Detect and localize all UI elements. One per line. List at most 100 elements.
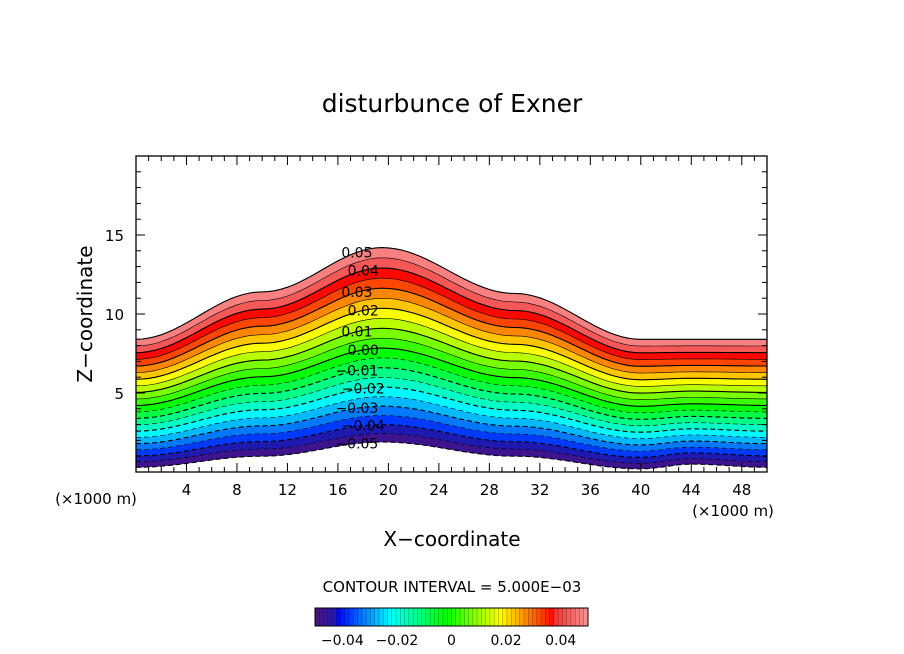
x-tick-label: 20 — [379, 481, 398, 499]
colorbar-cell — [323, 608, 329, 626]
contour-label: 0.00 — [348, 343, 379, 359]
contour-line — [136, 367, 767, 420]
colorbar-cell — [515, 608, 521, 626]
x-tick-label: 36 — [581, 481, 600, 499]
contour-line — [136, 415, 767, 452]
colorbar-cell — [374, 608, 380, 626]
colorbar-cell — [387, 608, 393, 626]
colorbar-cell — [455, 608, 461, 626]
colorbar-cell — [442, 608, 448, 626]
colorbar-cell — [536, 608, 542, 626]
colorbar-frame — [314, 607, 589, 627]
colorbar-cell — [434, 608, 440, 626]
axis-ticks — [136, 156, 767, 472]
colorbar-cell — [460, 608, 465, 626]
colorbar-cell — [353, 608, 358, 626]
contour-label: 0.01 — [341, 325, 372, 341]
colorbar-tick-label: 0.02 — [491, 633, 522, 649]
colorbar-cell — [579, 608, 585, 626]
contour-line — [136, 297, 767, 374]
colorbar-tick-label: 0 — [447, 633, 456, 649]
colorbar-cell — [506, 608, 512, 626]
colorbar-tick-label: −0.04 — [321, 633, 364, 649]
colorbar-tick-labels: −0.04 −0.02 0 0.02 0.04 — [321, 633, 577, 649]
colorbar-cell — [319, 608, 324, 626]
colorbar-cell — [511, 608, 516, 626]
colorbar-cell — [502, 608, 508, 626]
colorbar-cell — [524, 608, 529, 626]
contour-line — [136, 267, 767, 354]
contour-lines — [136, 247, 767, 470]
colorbar-cell — [528, 608, 533, 626]
colorbar-cell — [566, 608, 572, 626]
colorbar-cell — [532, 608, 538, 626]
colorbar-cell — [498, 608, 503, 626]
colorbar-cell — [404, 608, 410, 626]
contour-label: −0.04 — [342, 419, 385, 435]
colorbar-cell — [408, 608, 414, 626]
colorbar-cell — [541, 608, 546, 626]
colorbar-cell — [494, 608, 499, 626]
colorbar-cell — [332, 608, 337, 626]
contour-line — [136, 277, 767, 360]
colorbar-cell — [451, 608, 457, 626]
colorbar-tick-label: −0.02 — [375, 633, 418, 649]
y-tick-label: 15 — [105, 227, 124, 245]
x-tick-label: 4 — [182, 481, 192, 499]
x-tick-label: 48 — [732, 481, 751, 499]
colorbar-cell — [438, 608, 444, 626]
colorbar-cell — [447, 608, 452, 626]
colorbar-cell — [545, 608, 550, 626]
colorbar-cell — [481, 608, 486, 626]
x-tick-label: 44 — [682, 481, 701, 499]
x-tick-label: 8 — [232, 481, 242, 499]
colorbar-cell — [378, 608, 384, 626]
contour-line — [136, 424, 767, 458]
x-tick-label: 24 — [429, 481, 448, 499]
contour-labels: 0.05 0.04 0.03 0.02 0.01 0.00 −0.01 −0.02 −0.03 −… — [335, 245, 384, 452]
colorbar-cell — [477, 608, 482, 626]
contour-line — [136, 347, 767, 407]
colorbar — [314, 608, 589, 626]
colorbar-cell — [421, 608, 427, 626]
contour-label: −0.05 — [335, 437, 378, 453]
colorbar-cell — [489, 608, 495, 626]
x-tick-label: 12 — [278, 481, 297, 499]
colorbar-cell — [558, 608, 563, 626]
y-unit-label: (×1000 m) — [55, 490, 137, 508]
contour-line — [136, 386, 767, 433]
contour-label: −0.03 — [335, 401, 378, 417]
contour-line — [136, 257, 767, 347]
colorbar-cell — [383, 608, 388, 626]
colorbar-cell — [344, 608, 350, 626]
contour-line — [136, 396, 767, 439]
contour-line — [136, 247, 767, 340]
colorbar-cell — [562, 608, 567, 626]
colorbar-cell — [349, 608, 354, 626]
colorbar-cell — [472, 608, 478, 626]
colorbar-cell — [575, 608, 580, 626]
contour-label: −0.01 — [335, 363, 378, 379]
colorbar-cell — [485, 608, 491, 626]
colorbar-cell — [570, 608, 576, 626]
colorbar-cell — [553, 608, 559, 626]
colorbar-cell — [336, 608, 341, 626]
contour-label: 0.02 — [348, 303, 379, 319]
x-axis-label: X−coordinate — [383, 527, 520, 551]
colorbar-cell — [357, 608, 363, 626]
contour-label: 0.05 — [341, 245, 372, 261]
colorbar-cell — [468, 608, 474, 626]
contour-line — [136, 318, 767, 387]
contour-label: 0.04 — [348, 264, 379, 280]
colorbar-cell — [327, 608, 333, 626]
y-tick-label: 5 — [114, 385, 124, 403]
colorbar-tick-label: 0.04 — [545, 633, 576, 649]
colorbar-cell — [340, 608, 346, 626]
contour-line — [136, 327, 767, 394]
contour-line — [136, 405, 767, 446]
contour-line — [136, 357, 767, 414]
colorbar-cell — [519, 608, 525, 626]
colorbar-cell — [391, 608, 397, 626]
x-tick-label: 32 — [530, 481, 549, 499]
colorbar-cell — [366, 608, 371, 626]
